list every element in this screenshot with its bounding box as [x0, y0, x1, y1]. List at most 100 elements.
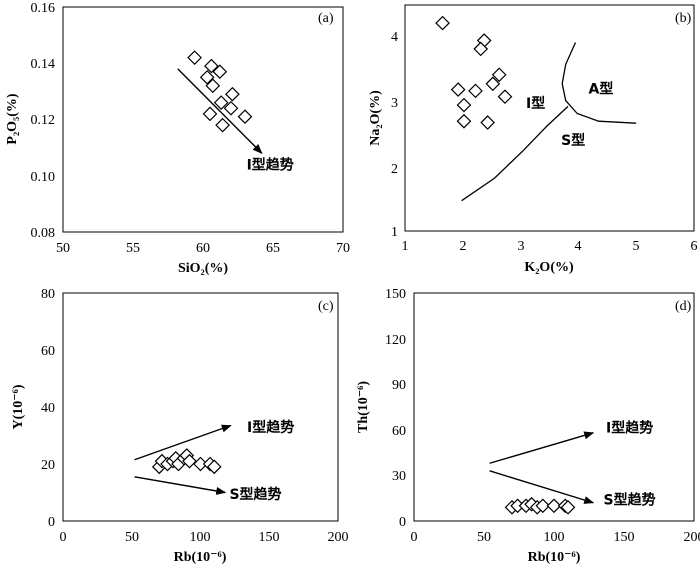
data-point-diamond	[485, 76, 501, 92]
annotation-label: S型趋势	[229, 486, 281, 503]
data-marks: A型 I型 S型	[435, 15, 637, 202]
y-tick-label: 60	[392, 424, 406, 439]
y-axis: 0 30 60 90 120 150 Th(10⁻⁶)	[356, 287, 406, 530]
x-tick-label: 50	[125, 530, 139, 545]
y-tick-label: 0.14	[31, 57, 56, 72]
data-point-diamond	[225, 86, 240, 102]
x-tick-label: 60	[196, 241, 210, 256]
y-tick-label: 0	[48, 515, 55, 530]
plot-frame	[62, 292, 339, 522]
x-axis: 1 2 3 4 5 6 K₂O(%)	[402, 239, 698, 275]
data-point-diamond	[215, 117, 230, 133]
y-axis: 1 2 3 4 Na₂O(%)	[368, 30, 398, 240]
trend-arrow	[134, 476, 227, 495]
y-axis-label: P₂O₅(%)	[5, 93, 20, 144]
x-tick-label: 200	[684, 530, 700, 545]
plot-frame	[404, 4, 695, 232]
y-axis: 0.08 0.10 0.12 0.14 0.16 P₂O₅(%)	[5, 1, 55, 241]
trend-arrow	[177, 68, 263, 154]
data-point-diamond	[182, 453, 197, 469]
y-tick-label: 40	[41, 401, 55, 416]
y-tick-label: 3	[391, 96, 398, 111]
y-tick-label: 20	[41, 458, 55, 473]
field-boundary-line	[461, 105, 569, 202]
data-point-diamond	[187, 50, 202, 65]
y-tick-label: 90	[392, 378, 406, 393]
y-axis-label: Na₂O(%)	[368, 90, 383, 146]
annotation-label: A型	[589, 80, 614, 97]
data-point-diamond	[468, 83, 483, 99]
trend-arrow	[134, 424, 232, 461]
x-axis: 0 50 100 150 200 Rb(10⁻⁶)	[411, 530, 700, 565]
annotation-label: I型趋势	[247, 157, 294, 174]
data-point-diamond	[546, 498, 562, 514]
x-tick-label: 100	[190, 530, 211, 545]
y-tick-label: 120	[385, 333, 406, 348]
panel-label: (d)	[675, 299, 692, 314]
data-point-diamond	[204, 58, 219, 74]
data-point-diamond	[206, 459, 222, 475]
data-point-diamond	[435, 15, 450, 31]
panel-b: (b) 1 2 3 4 5 6 K₂O(%) 1 2 3 4 Na₂O(%) A…	[368, 4, 698, 275]
trend-arrow	[489, 431, 595, 464]
x-tick-label: 0	[411, 530, 418, 545]
data-point-diamond	[213, 95, 229, 110]
annotation-label: S型趋势	[604, 492, 656, 509]
data-point-diamond	[202, 106, 218, 122]
annotation-label: I型趋势	[606, 420, 653, 437]
x-axis: 50 55 60 65 70 SiO₂(%)	[56, 241, 350, 276]
panel-c: (c) 0 50 100 150 200 Rb(10⁻⁶) 0 20 40 60…	[11, 287, 349, 565]
y-tick-label: 2	[391, 162, 398, 177]
data-point-diamond	[560, 499, 576, 515]
data-point-diamond	[223, 100, 239, 116]
x-tick-label: 65	[266, 241, 280, 256]
y-tick-label: 0.10	[31, 170, 56, 185]
data-marks: I型趋势	[177, 50, 294, 174]
y-tick-label: 0.08	[31, 226, 56, 241]
data-point-diamond	[456, 97, 472, 113]
y-tick-label: 0	[399, 515, 406, 530]
x-tick-label: 150	[259, 530, 280, 545]
x-tick-label: 2	[460, 239, 467, 254]
plot-frame	[62, 6, 344, 233]
y-tick-label: 150	[385, 287, 406, 302]
y-tick-label: 4	[391, 30, 398, 45]
data-point-diamond	[205, 78, 221, 94]
data-point-diamond	[456, 113, 472, 129]
x-tick-label: 70	[336, 241, 350, 256]
x-tick-label: 4	[575, 239, 582, 254]
x-tick-label: 200	[328, 530, 349, 545]
data-point-diamond	[199, 69, 215, 85]
y-tick-label: 0.16	[31, 1, 56, 16]
data-point-diamond	[497, 89, 513, 105]
panel-label: (b)	[675, 11, 692, 26]
y-tick-label: 1	[391, 225, 398, 240]
y-axis-label: Y(10⁻⁶)	[11, 384, 26, 429]
x-tick-label: 3	[518, 239, 525, 254]
x-tick-label: 50	[477, 530, 491, 545]
x-axis-label: Rb(10⁻⁶)	[174, 550, 227, 565]
x-tick-label: 0	[60, 530, 67, 545]
data-point-diamond	[193, 456, 208, 472]
data-point-diamond	[535, 498, 551, 514]
annotation-label: I型趋势	[247, 419, 294, 436]
data-point-diamond	[473, 41, 489, 57]
data-point-diamond	[212, 64, 228, 80]
x-axis-label: K₂O(%)	[524, 260, 574, 275]
data-point-diamond	[237, 109, 253, 125]
plot-frame	[413, 292, 695, 522]
x-axis-label: SiO₂(%)	[178, 261, 228, 276]
panel-d: (d) 0 50 100 150 200 Rb(10⁻⁶) 0 30 60 90…	[356, 287, 700, 565]
y-tick-label: 30	[392, 469, 406, 484]
x-tick-label: 1	[402, 239, 409, 254]
x-tick-label: 50	[56, 241, 70, 256]
x-tick-label: 55	[126, 241, 140, 256]
y-axis-label: Th(10⁻⁶)	[356, 381, 371, 433]
x-tick-label: 150	[614, 530, 635, 545]
data-marks: I型趋势 S型趋势	[134, 419, 294, 503]
x-tick-label: 5	[633, 239, 640, 254]
data-marks: I型趋势 S型趋势	[489, 420, 656, 515]
data-point-diamond	[491, 67, 507, 83]
y-tick-label: 0.12	[31, 113, 56, 128]
x-tick-label: 6	[691, 239, 698, 254]
